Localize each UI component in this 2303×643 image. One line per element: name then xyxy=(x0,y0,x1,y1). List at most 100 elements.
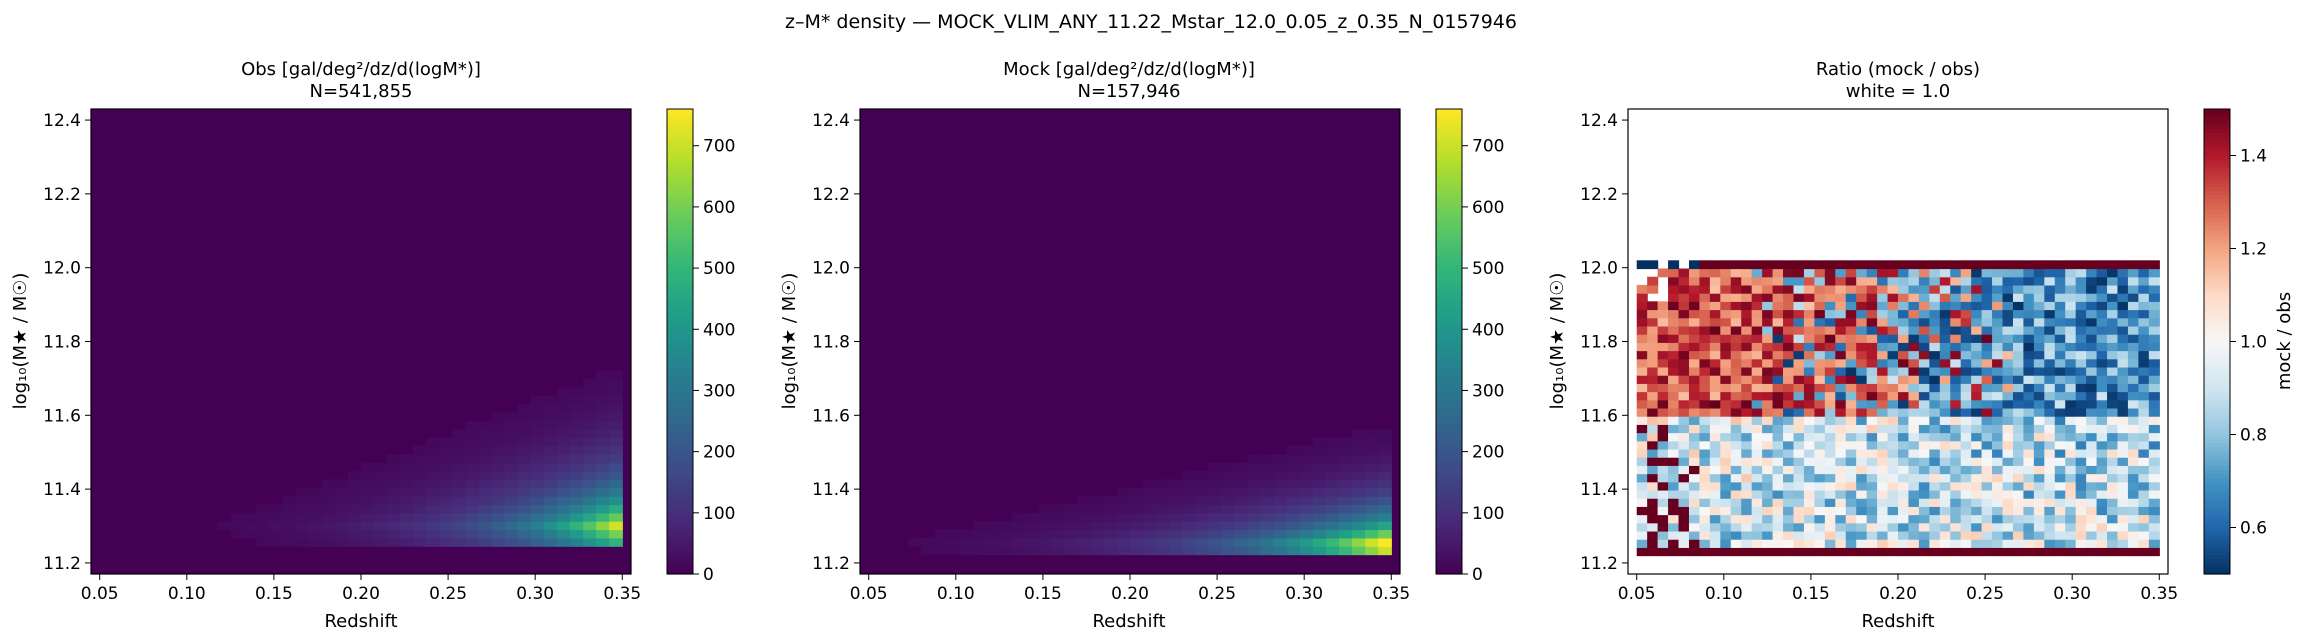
colorbar-segment xyxy=(667,550,693,556)
heatmap-cell xyxy=(2096,473,2108,483)
colorbar-segment xyxy=(2204,163,2230,168)
heatmap-cell xyxy=(1950,424,1962,434)
heatmap-cell xyxy=(2033,276,2045,286)
heatmap-cell xyxy=(2148,407,2160,417)
heatmap-cell xyxy=(1647,440,1659,450)
colorbar-segment xyxy=(1436,395,1462,401)
heatmap-cell xyxy=(1908,317,1920,327)
heatmap-cell xyxy=(1678,514,1690,524)
heatmap-cell xyxy=(1221,479,1236,489)
heatmap-cell xyxy=(2086,293,2098,302)
heatmap-cell xyxy=(2075,260,2087,270)
heatmap-cell xyxy=(2044,284,2056,294)
colorbar-segment xyxy=(1436,403,1462,408)
heatmap-cell xyxy=(1981,334,1993,343)
heatmap-cell xyxy=(1182,512,1196,522)
heatmap-cell xyxy=(1835,407,1847,417)
heatmap-cell xyxy=(2054,432,2066,442)
heatmap-cell xyxy=(1751,514,1763,524)
heatmap-cell xyxy=(543,529,558,539)
heatmap-cell xyxy=(1688,448,1701,458)
heatmap-cell xyxy=(1720,399,1732,409)
heatmap-cell xyxy=(1992,366,2004,376)
heatmap-cell xyxy=(947,537,961,547)
heatmap-cell xyxy=(1981,416,1993,425)
heatmap-cell xyxy=(1971,514,1983,524)
heatmap-cell xyxy=(1845,448,1857,458)
heatmap-cell xyxy=(1835,465,1847,475)
heatmap-cell xyxy=(530,420,545,430)
colorbar-segment xyxy=(1436,473,1462,478)
colorbar-tick-label: 1.4 xyxy=(2240,147,2267,167)
heatmap-cell xyxy=(1950,465,1962,475)
heatmap-cell xyxy=(1960,465,1972,475)
heatmap-cell xyxy=(1699,440,1711,450)
colorbar-segment xyxy=(2204,384,2230,389)
heatmap-cell xyxy=(2148,284,2160,294)
heatmap-cell xyxy=(1898,325,1910,335)
heatmap-cell xyxy=(1688,268,1701,278)
heatmap-cell xyxy=(2012,457,2025,466)
heatmap-cell xyxy=(1845,416,1857,425)
heatmap-cell xyxy=(1647,448,1659,458)
heatmap-cell xyxy=(596,512,610,522)
colorbar-segment xyxy=(667,205,693,211)
heatmap-cell xyxy=(2054,301,2066,311)
heatmap-cell xyxy=(1814,293,1826,302)
heatmap-cell xyxy=(413,529,427,539)
heatmap-cell xyxy=(960,546,974,556)
heatmap-cell xyxy=(1352,504,1366,514)
heatmap-cell xyxy=(1939,457,1951,466)
heatmap-cell xyxy=(1647,317,1659,327)
heatmap-cell xyxy=(1090,546,1105,556)
heatmap-cell xyxy=(1898,317,1910,327)
heatmap-cell xyxy=(1981,383,1993,393)
heatmap-cell xyxy=(243,512,258,522)
heatmap-cell xyxy=(1929,366,1941,376)
heatmap-cell xyxy=(1762,366,1774,376)
heatmap-cell xyxy=(2138,424,2150,434)
heatmap-cell xyxy=(1772,539,1784,548)
heatmap-cell xyxy=(1918,260,1930,270)
heatmap-cell xyxy=(1856,276,1868,286)
heatmap-cell xyxy=(1783,366,1795,376)
colorbar-segment xyxy=(2204,566,2230,571)
heatmap-cell xyxy=(2096,342,2108,352)
heatmap-cell xyxy=(1950,301,1962,311)
heatmap-cell xyxy=(2138,440,2150,450)
heatmap-cell xyxy=(1234,471,1249,480)
heatmap-cell xyxy=(2127,284,2139,294)
heatmap-cell xyxy=(2107,448,2119,458)
heatmap-cell xyxy=(1845,334,1857,343)
heatmap-cell xyxy=(2002,432,2014,442)
heatmap-cell xyxy=(907,537,922,547)
heatmap-cell xyxy=(478,496,493,506)
heatmap-cell xyxy=(2127,522,2139,532)
heatmap-cell xyxy=(2107,473,2119,483)
heatmap-cell xyxy=(1845,522,1857,532)
colorbar-segment xyxy=(667,442,693,447)
heatmap-cell xyxy=(1908,465,1920,475)
heatmap-cell xyxy=(1647,506,1659,516)
heatmap-cell xyxy=(1835,301,1847,311)
heatmap-cell xyxy=(1751,547,1763,557)
heatmap-cell xyxy=(2065,268,2077,278)
colorbar-tick-label: 200 xyxy=(703,443,735,463)
heatmap-cell xyxy=(2054,268,2066,278)
heatmap-cell xyxy=(530,395,545,405)
colorbar-segment xyxy=(1436,326,1462,331)
heatmap-cell xyxy=(1835,334,1847,343)
heatmap-cell xyxy=(413,462,427,472)
heatmap-cell xyxy=(986,537,1000,547)
heatmap-cell xyxy=(1835,268,1847,278)
heatmap-cell xyxy=(1657,325,1669,335)
heatmap-cell xyxy=(1378,496,1392,506)
heatmap-cell xyxy=(934,546,948,556)
heatmap-cell xyxy=(583,521,597,531)
heatmap-cell xyxy=(413,479,427,489)
heatmap-cell xyxy=(1960,481,1972,491)
heatmap-cell xyxy=(583,462,597,472)
heatmap-cell xyxy=(1647,473,1659,483)
heatmap-cell xyxy=(609,487,623,497)
heatmap-cell xyxy=(1688,284,1701,294)
